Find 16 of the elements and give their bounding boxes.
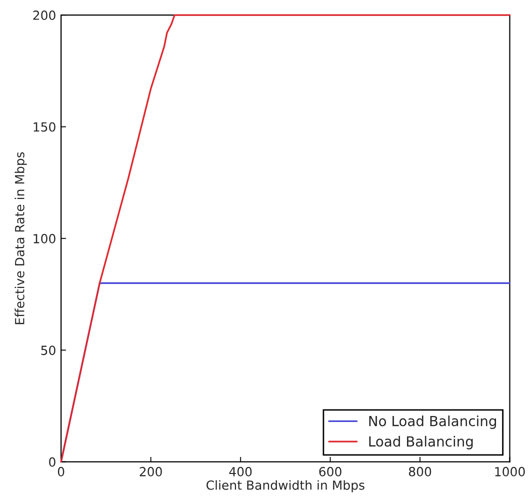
y-axis-title: Effective Data Rate in Mbps (14, 152, 27, 324)
x-tick-label: 200 (140, 466, 162, 476)
x-tick-label: 800 (408, 466, 432, 476)
y-tick-label: 100 (34, 234, 56, 244)
x-tick-label: 600 (319, 466, 342, 476)
y-tick-label: 200 (33, 10, 56, 20)
line-series (60, 14, 511, 463)
x-axis-title: Client Bandwidth in Mbps (206, 480, 364, 492)
y-tick-label: 150 (34, 122, 56, 132)
x-tick-label: 1000 (495, 466, 525, 476)
x-tick-label: 400 (229, 466, 252, 476)
y-tick-label: 50 (41, 346, 56, 356)
y-tick-label: 0 (49, 457, 56, 467)
legend-label: Load Balancing (369, 436, 473, 450)
x-tick-label: 0 (58, 466, 64, 476)
legend-label: No Load Balancing (369, 416, 496, 429)
